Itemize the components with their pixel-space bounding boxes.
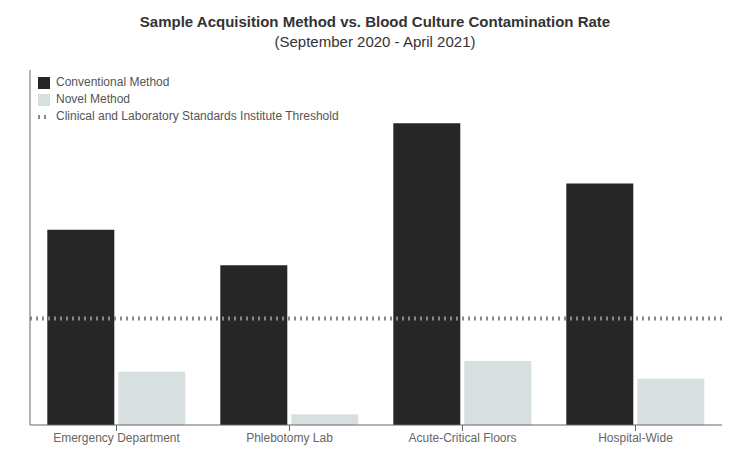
html-text:Sample Acquisition Method vs.: Sample Acquisition Method vs. Blood Cult… bbox=[139, 13, 611, 30]
html-text:(September 2020 - April 2021): (September 2020 - April 2021) bbox=[274, 33, 476, 50]
svg-text:Acute-Critical Floors: Acute-Critical Floors bbox=[408, 431, 516, 445]
svg-text:Phlebotomy Lab: Phlebotomy Lab bbox=[246, 431, 333, 445]
svg-text:Hospital-Wide: Hospital-Wide bbox=[598, 431, 673, 445]
html-text:Conventional Method: Conventional Method bbox=[56, 75, 170, 89]
html-text:Novel Method: Novel Method bbox=[56, 92, 130, 106]
svg-text:Emergency Department: Emergency Department bbox=[53, 431, 180, 445]
html-text:Clinical and Laboratory Standa: Clinical and Laboratory Standards Instit… bbox=[56, 109, 339, 123]
